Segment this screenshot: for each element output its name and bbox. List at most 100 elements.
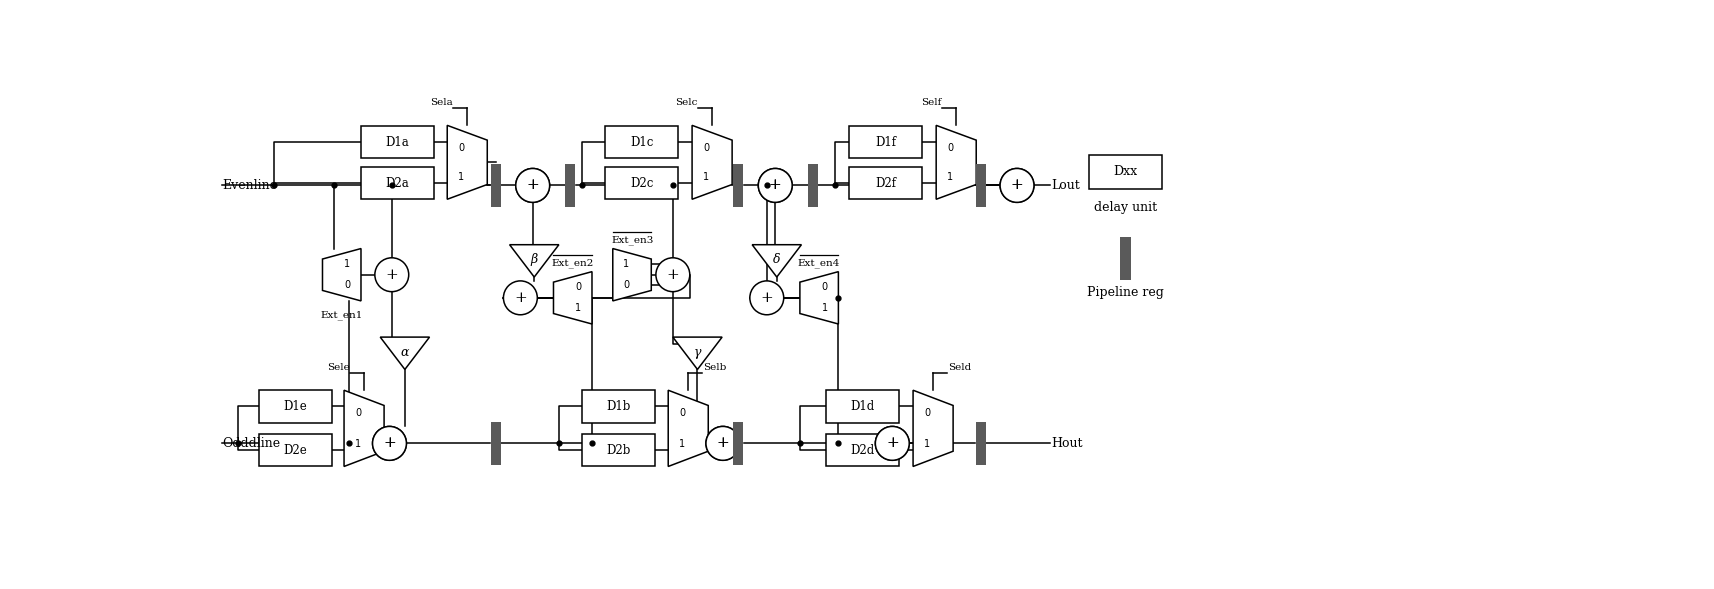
Bar (259, 434, 333, 466)
Bar (362, 167, 434, 199)
Polygon shape (692, 125, 732, 199)
Bar (975, 164, 986, 207)
Bar (826, 391, 900, 422)
Text: 1: 1 (345, 259, 351, 269)
Text: Sela: Sela (430, 98, 452, 107)
Polygon shape (381, 337, 430, 369)
Polygon shape (554, 272, 591, 324)
Text: 1: 1 (576, 303, 581, 313)
Text: 0: 0 (703, 143, 710, 153)
Text: Sele: Sele (327, 363, 350, 372)
Text: +: + (716, 436, 728, 451)
Text: 0: 0 (821, 282, 828, 292)
Text: D1e: D1e (283, 400, 307, 413)
Text: Self: Self (920, 98, 941, 107)
Text: delay unit: delay unit (1094, 201, 1157, 214)
Bar (734, 422, 744, 465)
Text: +: + (770, 178, 782, 193)
Polygon shape (614, 249, 651, 301)
Circle shape (504, 281, 536, 315)
Bar (975, 422, 986, 465)
Polygon shape (674, 337, 722, 369)
Text: Pipeline reg: Pipeline reg (1087, 286, 1164, 299)
Bar (605, 126, 679, 158)
Text: Lout: Lout (1052, 179, 1080, 192)
Text: +: + (514, 291, 526, 305)
Polygon shape (322, 249, 362, 301)
Text: +: + (1011, 178, 1023, 193)
Text: 1: 1 (355, 439, 362, 449)
Text: D2a: D2a (386, 177, 410, 190)
Circle shape (656, 258, 689, 292)
Text: α: α (401, 346, 410, 359)
Bar (807, 164, 818, 207)
Circle shape (876, 426, 908, 460)
Circle shape (758, 168, 792, 203)
Text: Seld: Seld (948, 363, 970, 372)
Bar (605, 167, 679, 199)
Text: D2b: D2b (607, 444, 631, 457)
Text: 0: 0 (355, 408, 362, 418)
Text: +: + (761, 291, 773, 305)
Bar (975, 164, 986, 207)
Circle shape (516, 168, 550, 203)
Text: 1: 1 (821, 303, 828, 313)
Text: 1: 1 (679, 439, 686, 449)
Circle shape (758, 168, 792, 203)
Text: Ext_en2: Ext_en2 (552, 258, 595, 268)
Text: +: + (386, 268, 398, 282)
Text: D1b: D1b (607, 400, 631, 413)
Bar (1088, 154, 1162, 189)
Bar (490, 422, 500, 465)
Bar (734, 164, 744, 207)
Text: D1c: D1c (631, 136, 653, 149)
Text: δ: δ (773, 253, 780, 266)
Polygon shape (936, 125, 977, 199)
Text: 1: 1 (924, 439, 931, 449)
Text: Selc: Selc (675, 98, 698, 107)
Text: D1d: D1d (850, 400, 874, 413)
Polygon shape (447, 125, 487, 199)
Polygon shape (668, 391, 708, 466)
Bar (975, 422, 986, 465)
Bar (1119, 237, 1131, 280)
Text: +: + (1011, 178, 1023, 193)
Bar (566, 164, 576, 207)
Text: 1: 1 (703, 172, 710, 182)
Text: D2d: D2d (850, 444, 874, 457)
Circle shape (999, 168, 1034, 203)
Text: 0: 0 (458, 143, 464, 153)
Text: Dxx: Dxx (1112, 166, 1138, 178)
Text: +: + (770, 178, 782, 193)
Circle shape (375, 258, 408, 292)
Text: D1f: D1f (876, 136, 896, 149)
Text: 1: 1 (948, 172, 953, 182)
Text: D2f: D2f (876, 177, 896, 190)
Text: D1a: D1a (386, 136, 410, 149)
Bar (490, 164, 500, 207)
Text: Ext_en3: Ext_en3 (612, 235, 655, 244)
Circle shape (706, 426, 740, 460)
Text: 0: 0 (624, 280, 629, 290)
Text: +: + (384, 436, 396, 451)
Circle shape (749, 281, 783, 315)
Text: β: β (531, 253, 538, 266)
Text: +: + (886, 436, 898, 451)
Bar (848, 167, 922, 199)
Polygon shape (752, 244, 802, 277)
Text: Selb: Selb (703, 363, 727, 372)
Text: +: + (667, 268, 679, 282)
Bar (734, 422, 744, 465)
Bar (490, 164, 500, 207)
Circle shape (372, 426, 406, 460)
Text: 0: 0 (948, 143, 953, 153)
Text: Ext_en4: Ext_en4 (799, 258, 840, 268)
Text: 0: 0 (576, 282, 581, 292)
Text: 1: 1 (624, 259, 629, 269)
Circle shape (876, 426, 908, 460)
Bar (807, 164, 818, 207)
Text: 0: 0 (679, 408, 686, 418)
Text: D2c: D2c (631, 177, 653, 190)
Bar (490, 422, 500, 465)
Circle shape (706, 426, 740, 460)
